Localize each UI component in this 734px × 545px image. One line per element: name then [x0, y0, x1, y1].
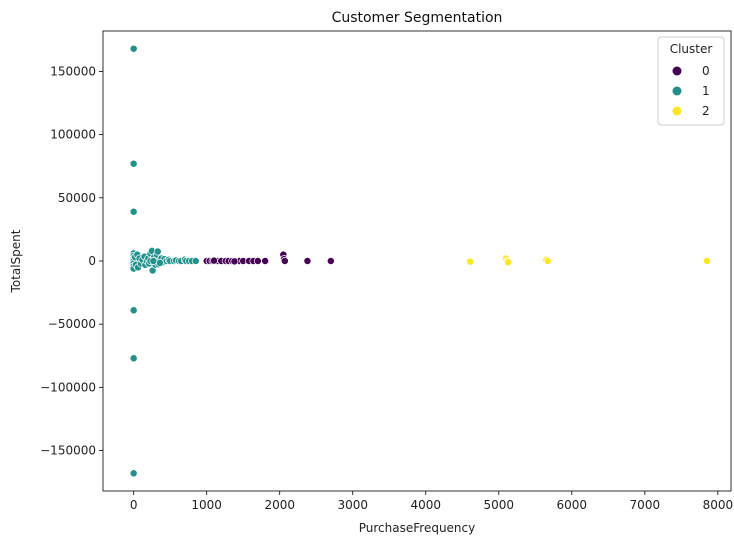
- legend-marker-0: [672, 66, 682, 76]
- legend: Cluster 0 1 2: [657, 36, 725, 126]
- data-point-cluster-1: [129, 44, 138, 53]
- y-axis-title: TotalSpent: [9, 229, 23, 293]
- y-tick-label: 0: [88, 254, 96, 268]
- y-axis: 150000 100000 50000 0 −50000 −100000 −150000: [40, 64, 103, 458]
- data-point-cluster-1: [129, 159, 138, 168]
- y-tick-label: 150000: [50, 64, 96, 78]
- data-point-cluster-2: [504, 258, 513, 267]
- data-point-cluster-1: [191, 257, 200, 265]
- data-point-cluster-2: [543, 257, 552, 265]
- data-point-cluster-0: [303, 257, 312, 265]
- data-points: [129, 44, 711, 478]
- data-point-cluster-1: [129, 469, 138, 478]
- legend-label-2: 2: [702, 104, 710, 118]
- x-tick-label: 1000: [191, 498, 222, 512]
- x-axis: 0 1000 2000 3000 4000 5000 6000 7000 8000: [130, 491, 733, 512]
- data-point-cluster-0: [230, 257, 239, 266]
- x-tick-label: 7000: [630, 498, 661, 512]
- y-tick-label: −100000: [40, 380, 96, 394]
- x-tick-label: 5000: [484, 498, 515, 512]
- x-tick-label: 3000: [337, 498, 368, 512]
- y-tick-label: −50000: [48, 317, 96, 331]
- y-tick-label: −150000: [40, 444, 96, 458]
- y-tick-label: 100000: [50, 128, 96, 142]
- legend-title: Cluster: [670, 42, 713, 56]
- data-point-cluster-0: [326, 257, 335, 265]
- x-tick-label: 0: [130, 498, 138, 512]
- legend-label-1: 1: [702, 84, 710, 98]
- legend-marker-1: [672, 86, 682, 96]
- y-tick-label: 50000: [58, 191, 96, 205]
- data-point-cluster-0: [253, 257, 262, 265]
- chart-title: Customer Segmentation: [332, 10, 503, 26]
- data-point-cluster-1: [129, 207, 138, 216]
- x-tick-label: 4000: [410, 498, 441, 512]
- data-point-cluster-0: [280, 257, 289, 265]
- legend-frame: [657, 36, 725, 126]
- data-point-cluster-2: [466, 257, 475, 266]
- x-tick-label: 2000: [264, 498, 295, 512]
- data-point-cluster-2: [702, 257, 711, 265]
- data-point-cluster-1: [149, 257, 158, 265]
- data-point-cluster-1: [156, 258, 164, 267]
- legend-label-0: 0: [702, 64, 710, 78]
- x-tick-label: 8000: [703, 498, 734, 512]
- data-point-cluster-0: [261, 257, 270, 265]
- x-axis-title: PurchaseFrequency: [359, 521, 475, 535]
- data-point-cluster-1: [129, 306, 138, 315]
- data-point-cluster-1: [153, 247, 162, 256]
- x-tick-label: 6000: [557, 498, 588, 512]
- legend-marker-2: [672, 106, 682, 116]
- data-point-cluster-1: [129, 354, 138, 363]
- data-point-cluster-0: [210, 256, 218, 265]
